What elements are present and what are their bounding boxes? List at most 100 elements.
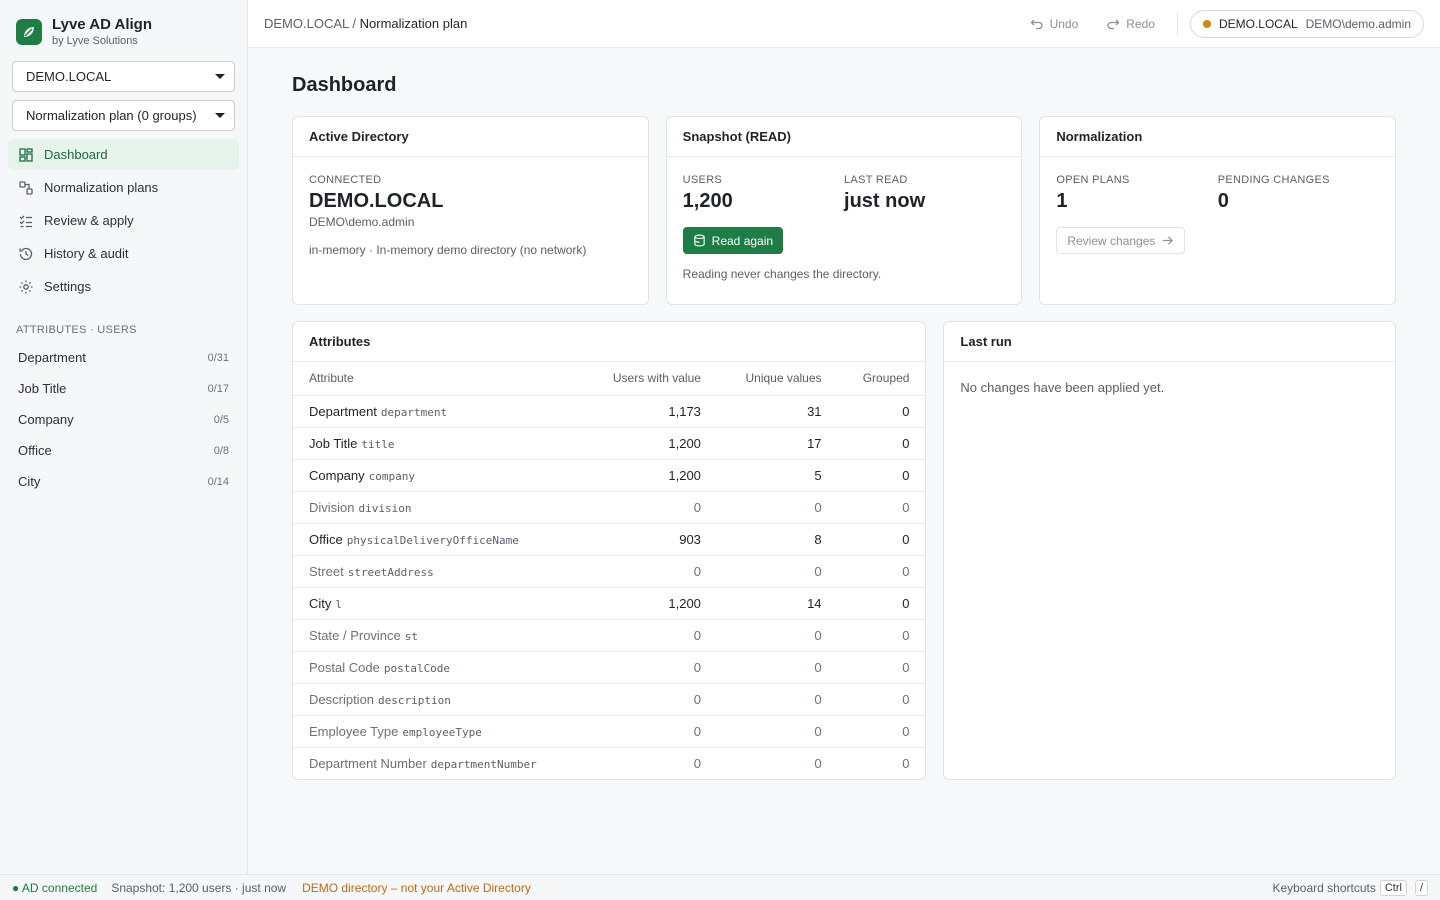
kbd-slash: / [1414,879,1428,896]
attribute-cell: Postal Code postalCode [293,651,583,684]
snapshot-status: Snapshot: 1,200 users · just now [111,880,287,895]
grouped-cell: 0 [837,427,926,460]
sidebar-attr-job-title[interactable]: Job Title 0/17 [0,373,247,404]
attribute-cell: Office physicalDeliveryOfficeName [293,523,583,556]
review-changes-button[interactable]: Review changes [1056,227,1186,254]
nav-item-settings[interactable]: Settings [8,271,239,302]
table-header-row: Attribute Users with value Unique values… [293,362,926,396]
table-row[interactable]: State / Province st 0 0 0 [293,619,926,652]
nav-item-label: History & audit [44,246,129,261]
attr-link-count: 0/14 [207,475,229,488]
sidebar-attr-department[interactable]: Department 0/31 [0,342,247,373]
nav-item-review-apply[interactable]: Review & apply [8,205,239,236]
attr-link-label: Company [18,412,74,427]
topbar: DEMO.LOCAL / Normalization plan Undo Red… [248,0,1440,48]
unique-values-cell: 0 [716,555,838,588]
table-row[interactable]: Company company 1,200 5 0 [293,459,926,492]
grouped-cell: 0 [837,459,926,492]
card-title: Normalization [1040,117,1396,157]
attributes-card: Attributes Attribute Users with value Un… [292,321,927,780]
table-row[interactable]: Division division 0 0 0 [293,491,926,524]
attr-link-count: 0/31 [207,351,229,364]
sidebar-attr-city[interactable]: City 0/14 [0,466,247,497]
last-run-card: Last run No changes have been applied ye… [943,321,1396,780]
unique-values-cell: 0 [716,715,838,748]
attribute-field: physicalDeliveryOfficeName [346,533,519,547]
users-with-value-cell: 0 [582,651,717,684]
attribute-field: employeeType [402,725,482,739]
attribute-name: Street [309,563,344,579]
last-read-value: just now [844,190,926,212]
users-with-value-cell: 903 [582,523,717,556]
attribute-name: Department Number [309,755,427,771]
nav-item-dashboard[interactable]: Dashboard [8,139,239,170]
redo-button[interactable]: Redo [1106,17,1155,31]
attribute-name: City [309,595,332,611]
last-run-message: No changes have been applied yet. [960,380,1165,395]
table-row[interactable]: Department Number departmentNumber 0 0 0 [293,747,925,779]
domain-select-value: DEMO.LOCAL [26,69,112,84]
unique-values-cell: 0 [716,651,838,684]
attribute-cell: Street streetAddress [293,555,583,588]
summary-cards: Active Directory CONNECTED DEMO.LOCAL DE… [292,116,1397,305]
domain-select[interactable]: DEMO.LOCAL [12,61,235,92]
table-row[interactable]: Job Title title 1,200 17 0 [293,427,926,460]
users-with-value-cell: 0 [582,715,717,748]
table-row[interactable]: Postal Code postalCode 0 0 0 [293,651,926,684]
sidebar-attr-office[interactable]: Office 0/8 [0,435,247,466]
ad-domain: DEMO.LOCAL [309,190,444,212]
table-row[interactable]: Office physicalDeliveryOfficeName 903 8 0 [293,523,926,556]
attr-link-label: Office [18,443,52,458]
shortcuts-label: Keyboard shortcuts [1272,880,1376,895]
grouped-cell: 0 [837,683,926,716]
checklist-icon [19,215,32,227]
users-value: 1,200 [682,190,733,212]
open-plans-label: OPEN PLANS [1056,174,1130,186]
sidebar-attr-company[interactable]: Company 0/5 [0,404,247,435]
breadcrumb: DEMO.LOCAL / Normalization plan [264,16,467,31]
keyboard-shortcuts-hint[interactable]: Keyboard shortcuts Ctrl / [1272,879,1428,896]
database-icon [693,234,705,247]
attribute-cell: Company company [293,459,583,492]
users-with-value-cell: 1,200 [582,459,717,492]
attributes-section-title: ATTRIBUTES · USERS [16,324,137,336]
gear-icon [19,280,33,293]
attribute-cell: Department Number departmentNumber [293,747,583,779]
connection-pill[interactable]: DEMO.LOCAL DEMO\demo.admin [1189,9,1424,38]
table-row[interactable]: City l 1,200 14 0 [293,587,926,620]
nav-item-history-audit[interactable]: History & audit [8,238,239,269]
attribute-cell: State / Province st [293,619,583,652]
table-row[interactable]: Street streetAddress 0 0 0 [293,555,926,588]
users-with-value-cell: 0 [582,555,717,588]
plan-select[interactable]: Normalization plan (0 groups) [12,100,235,131]
table-row[interactable]: Department department 1,173 31 0 [293,395,926,428]
kbd-ctrl: Ctrl [1379,879,1407,896]
breadcrumb-root[interactable]: DEMO.LOCAL [264,16,349,31]
attribute-field: description [378,693,451,707]
undo-button[interactable]: Undo [1030,17,1078,31]
attribute-cell: Job Title title [293,427,583,460]
main-content: Dashboard Active Directory CONNECTED DEM… [292,48,1397,780]
table-row[interactable]: Employee Type employeeType 0 0 0 [293,715,926,748]
plan-select-value: Normalization plan (0 groups) [26,108,197,123]
attribute-name: Department [309,403,377,419]
unique-values-cell: 17 [716,427,838,460]
attribute-name: Job Title [309,435,358,451]
read-again-button[interactable]: Read again [682,227,784,254]
topbar-actions: Undo Redo DEMO.LOCAL DEMO\demo.admin [1002,9,1424,38]
grouped-cell: 0 [837,523,926,556]
nav-item-normalization-plans[interactable]: Normalization plans [8,172,239,203]
attr-link-count: 0/5 [213,413,229,426]
users-with-value-cell: 1,200 [582,587,717,620]
grouped-cell: 0 [837,587,926,620]
attribute-cell: Employee Type employeeType [293,715,583,748]
nav-item-label: Settings [44,279,91,294]
normalization-card: Normalization OPEN PLANS 1 PENDING CHANG… [1039,116,1397,305]
attribute-field: title [361,437,395,451]
column-header: Unique values [716,362,838,396]
connection-user: DEMO\demo.admin [1305,16,1411,31]
snapshot-card: Snapshot (READ) USERS 1,200 LAST READ ju… [665,116,1023,305]
table-row[interactable]: Description description 0 0 0 [293,683,926,716]
grouped-cell: 0 [837,555,926,588]
ad-user: DEMO\demo.admin [309,215,415,229]
